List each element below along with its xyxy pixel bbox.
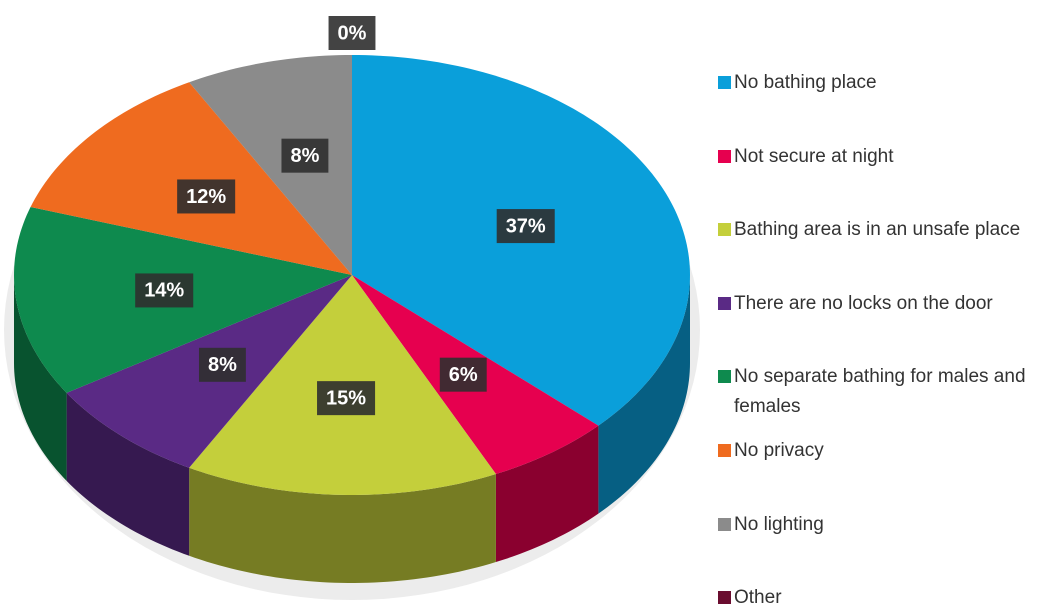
slice-side — [189, 467, 496, 583]
legend-label: No separate bathing for males and female… — [734, 366, 1026, 418]
legend-swatch — [718, 591, 731, 605]
legend-label: There are no locks on the door — [734, 292, 993, 314]
legend-swatch — [718, 296, 731, 310]
legend-swatch — [718, 223, 731, 237]
data-label-text: 6% — [449, 364, 478, 386]
slice-side — [66, 392, 190, 556]
legend-item: No lighting — [718, 510, 1053, 540]
data-label: 37% — [496, 209, 555, 244]
data-label-box — [496, 209, 555, 244]
data-label-box — [198, 347, 246, 382]
data-label-text: 8% — [208, 354, 237, 376]
legend-item: Not secure at night — [718, 142, 1053, 172]
slice-side — [598, 275, 690, 514]
chart: 37% 6% 15% 8% 14% 12% 8% 0% — [4, 16, 700, 600]
legend-label: No bathing place — [734, 72, 877, 93]
data-label-text: 15% — [326, 387, 366, 409]
legend-swatch — [718, 370, 731, 384]
legend-label: Bathing area is in an unsafe place — [734, 219, 1021, 241]
legend-label: No privacy — [734, 440, 824, 461]
legend-item: There are no locks on the door — [718, 289, 1053, 319]
data-label: 14% — [135, 273, 194, 308]
data-label-box — [135, 273, 194, 308]
data-label-box — [439, 357, 487, 392]
data-label: 8% — [281, 138, 329, 173]
slice — [189, 55, 352, 275]
data-label-text: 8% — [290, 145, 319, 167]
legend-item: Other — [718, 583, 1053, 610]
legend-item: No separate bathing for males and female… — [718, 362, 1053, 422]
data-label-box — [328, 16, 376, 50]
legend-swatch — [718, 517, 731, 531]
legend-swatch — [718, 149, 731, 163]
data-label-text: 12% — [186, 186, 226, 208]
legend-label: Other — [734, 587, 782, 609]
data-label: 0% — [328, 16, 376, 50]
data-label-box — [281, 138, 329, 173]
data-label: 12% — [177, 179, 236, 214]
data-label-box — [177, 179, 236, 214]
data-label-text: 37% — [506, 215, 546, 237]
slice-side — [14, 275, 67, 481]
legend-swatch — [718, 76, 731, 89]
legend-item: Bathing area is in an unsafe place — [718, 215, 1053, 245]
data-label: 6% — [439, 357, 487, 392]
legend-swatch — [718, 444, 731, 457]
legend-label: No lighting — [734, 513, 824, 535]
legend-item: No bathing place — [718, 68, 1053, 98]
data-label-text: 14% — [144, 280, 184, 302]
legend-item: No privacy — [718, 436, 1053, 466]
legend-label: Not secure at night — [734, 145, 894, 167]
data-label: 8% — [198, 347, 246, 382]
data-label: 15% — [317, 381, 376, 416]
data-label-box — [317, 381, 376, 416]
data-label-text: 0% — [338, 22, 367, 44]
slice — [30, 82, 352, 276]
slice-side — [495, 425, 599, 563]
